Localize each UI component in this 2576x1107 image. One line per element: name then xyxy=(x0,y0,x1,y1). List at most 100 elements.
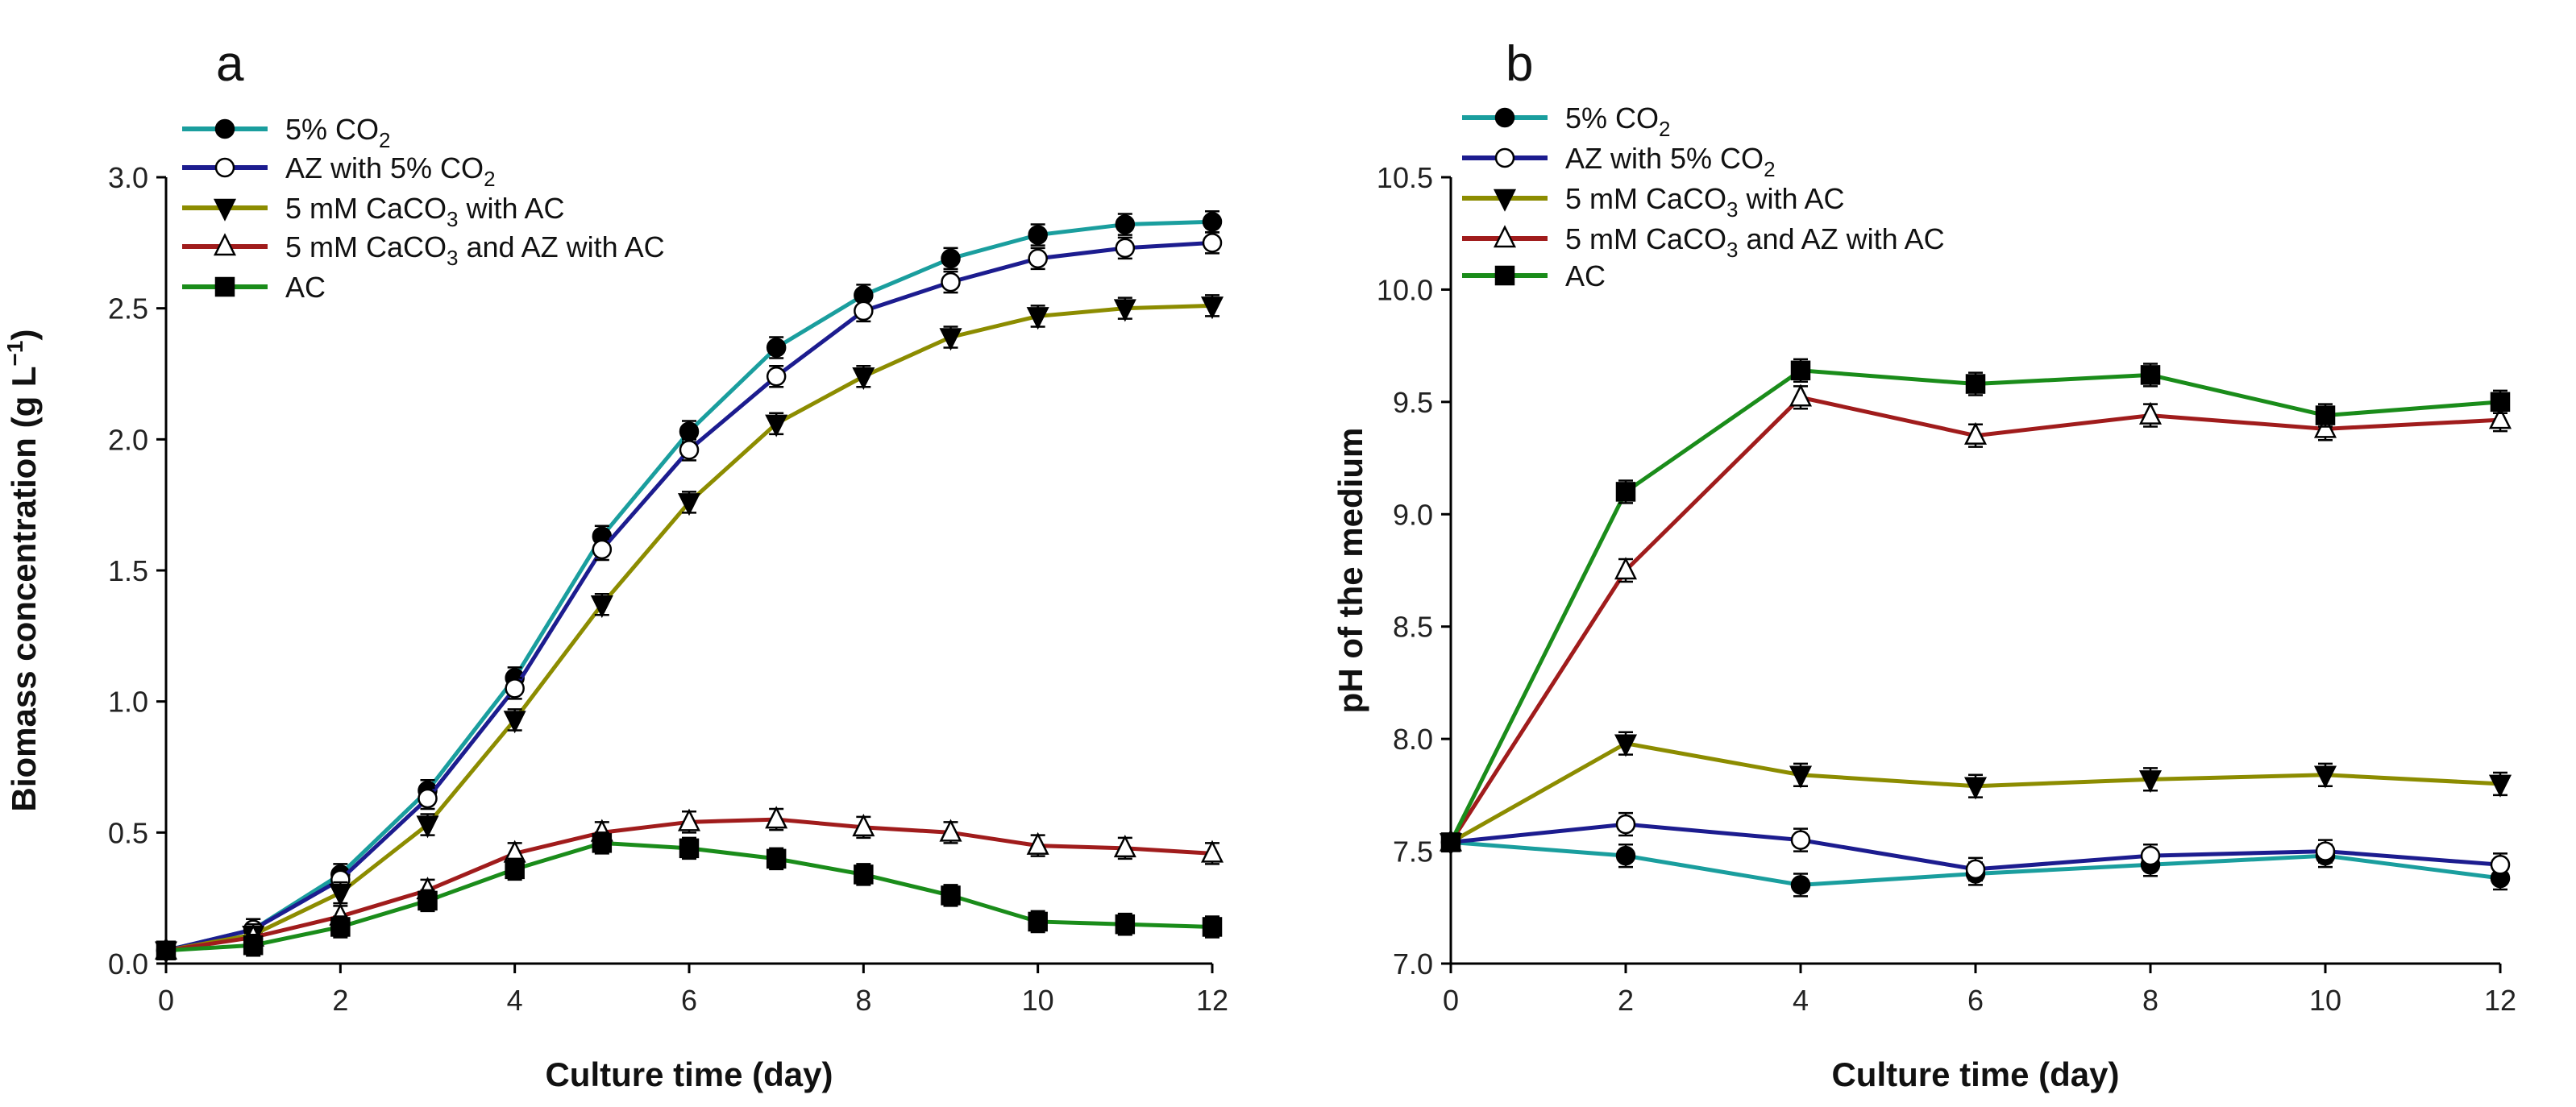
data-point xyxy=(1026,831,1049,855)
legend-label: 5 mM CaCO3 and AZ with AC xyxy=(285,230,665,270)
data-point xyxy=(1614,557,1638,580)
legend-label-subscript: 3 xyxy=(1726,238,1738,262)
y-tick-label: 10.0 xyxy=(1377,273,1433,306)
data-point xyxy=(1965,374,1986,394)
y-tick-label: 8.0 xyxy=(1393,723,1433,756)
x-axis-title: Culture time (day) xyxy=(1831,1055,2119,1093)
data-point xyxy=(1200,840,1224,863)
data-point xyxy=(679,440,700,460)
x-tick-label: 4 xyxy=(507,984,523,1017)
data-point xyxy=(852,814,875,837)
legend-label: AZ with 5% CO2 xyxy=(1565,142,1776,181)
y-tick-label: 9.0 xyxy=(1393,498,1433,531)
data-point xyxy=(939,819,962,842)
x-tick-label: 2 xyxy=(1618,984,1634,1017)
legend-label: AC xyxy=(1565,259,1606,292)
x-tick-label: 12 xyxy=(2484,984,2516,1017)
data-point xyxy=(418,890,438,911)
y-tick-label: 2.5 xyxy=(108,292,148,325)
legend-entry: 5 mM CaCO3 with AC xyxy=(1462,182,1845,222)
legend-label: 5% CO2 xyxy=(285,113,391,152)
legend-marker xyxy=(214,276,235,297)
x-tick-label: 10 xyxy=(1022,984,1054,1017)
data-point xyxy=(1113,835,1136,858)
data-point xyxy=(592,833,613,853)
data-point xyxy=(854,864,874,885)
legend-entry: AZ with 5% CO2 xyxy=(1462,142,1776,181)
x-tick-label: 8 xyxy=(2142,984,2158,1017)
legend-label-suffix: and AZ with AC xyxy=(459,230,665,263)
data-point xyxy=(677,808,701,831)
data-point xyxy=(2490,855,2511,875)
data-point xyxy=(852,367,875,391)
legend-label: 5 mM CaCO3 and AZ with AC xyxy=(1565,222,1945,262)
legend-label-subscript: 2 xyxy=(1764,157,1775,181)
legend-label-text: 5 mM CaCO xyxy=(285,192,447,225)
x-tick-label: 6 xyxy=(681,984,697,1017)
legend-label: 5% CO2 xyxy=(1565,102,1671,141)
series-4 xyxy=(156,831,1223,960)
data-point xyxy=(765,414,788,437)
y-tick-label: 9.5 xyxy=(1393,386,1433,419)
legend-marker xyxy=(1494,147,1515,168)
data-point xyxy=(416,815,439,839)
data-point xyxy=(329,883,352,906)
data-point xyxy=(1028,225,1048,245)
legend-label: 5 mM CaCO3 with AC xyxy=(285,192,565,231)
legend-label-text: 5 mM CaCO xyxy=(1565,182,1726,215)
data-point xyxy=(2138,401,2163,425)
data-point xyxy=(156,940,177,960)
data-point xyxy=(503,711,526,734)
legend-label-suffix: and AZ with AC xyxy=(1739,222,1945,255)
x-tick-label: 0 xyxy=(1443,984,1459,1017)
legend-entry: AC xyxy=(182,271,326,304)
data-point xyxy=(418,788,438,809)
legend-label-subscript: 2 xyxy=(484,167,495,191)
legend-entry: 5 mM CaCO3 and AZ with AC xyxy=(182,230,665,270)
legend-label: 5 mM CaCO3 with AC xyxy=(1565,182,1845,222)
data-point xyxy=(1028,911,1048,932)
x-tick-label: 4 xyxy=(1793,984,1809,1017)
data-point xyxy=(766,367,787,387)
data-point xyxy=(1790,830,1811,850)
y-axis-title-end: ) xyxy=(5,329,43,340)
legend-label-subscript: 3 xyxy=(447,246,458,270)
x-tick-label: 6 xyxy=(1967,984,1984,1017)
legend-marker xyxy=(1493,189,1517,212)
legend-label-text: 5 mM CaCO xyxy=(1565,222,1726,255)
legend-marker xyxy=(1494,107,1515,128)
y-axis-title-text: pH of the medium xyxy=(1332,428,1369,714)
legend-marker xyxy=(214,157,235,178)
data-point xyxy=(941,885,961,906)
y-tick-label: 3.0 xyxy=(108,161,148,194)
data-point xyxy=(592,539,613,560)
x-tick-label: 12 xyxy=(1196,984,1228,1017)
data-point xyxy=(1615,845,1636,866)
series-3 xyxy=(154,806,1224,960)
legend-entry: 5% CO2 xyxy=(182,113,391,152)
data-point xyxy=(243,935,264,956)
data-point xyxy=(679,421,700,442)
x-tick-label: 8 xyxy=(855,984,871,1017)
data-point xyxy=(766,338,787,358)
data-point xyxy=(2490,392,2511,413)
data-point xyxy=(1963,421,1988,445)
legend-entry: 5% CO2 xyxy=(1462,102,1671,141)
data-point xyxy=(1615,814,1636,835)
data-point xyxy=(679,838,700,859)
data-point xyxy=(2315,841,2336,861)
legend-entry: 5 mM CaCO3 with AC xyxy=(182,192,565,231)
legend-label-text: AC xyxy=(1565,259,1606,292)
data-point xyxy=(330,917,351,937)
legend-marker xyxy=(1493,225,1517,248)
chart-panel-a: a 0.0 0.5 1.0 1.5 2.0 2.5 3.0 0 2 4 6 8 10 12 Culture t… xyxy=(2,36,1228,1093)
legend-label-text: AC xyxy=(285,271,326,304)
data-point xyxy=(2488,774,2512,798)
legend-marker xyxy=(213,233,237,256)
data-point xyxy=(2313,765,2337,789)
y-axis-title: Biomass concentration (g L−1) xyxy=(2,329,43,811)
data-point xyxy=(941,272,961,292)
series-1 xyxy=(156,231,1223,960)
data-point xyxy=(1440,832,1461,852)
